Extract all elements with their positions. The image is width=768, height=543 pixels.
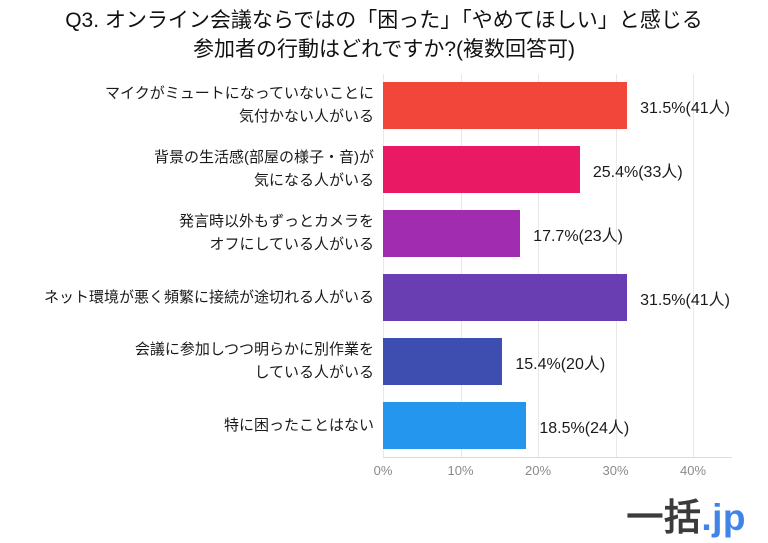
category-label-line: 発言時以外もずっとカメラを <box>178 213 374 231</box>
chart-row: 背景の生活感(部屋の様子・音)が気になる人がいる 25.4%(33人) <box>0 138 768 202</box>
category-label: マイクがミュートになっていないことに気付かない人がいる <box>0 83 383 128</box>
gridline <box>615 73 617 458</box>
gridline <box>693 73 694 458</box>
category-label-line: 特に困ったことはない <box>223 416 374 434</box>
chart-title: Q3. オンライン会議ならではの「困った」「やめてほしい」と感じる 参加者の行動… <box>0 0 768 65</box>
category-label-line: マイクがミュートになっていないことに <box>105 85 374 103</box>
category-label-line: している人がいる <box>254 363 374 381</box>
plot-area: マイクがミュートになっていないことに気付かない人がいる 31.5%(41人) 背景の… <box>0 73 768 458</box>
category-label-line: 会議に参加しつつ明らかに別作業を <box>134 341 374 359</box>
x-tick-label: 40% <box>679 462 707 478</box>
bar-chart: マイクがミュートになっていないことに気付かない人がいる 31.5%(41人) 背景の… <box>0 73 768 482</box>
chart-row: 発言時以外もずっとカメラをオフにしている人がいる 17.7%(23人) <box>0 202 768 266</box>
bar <box>383 274 628 322</box>
value-label: 17.7%(23人) <box>533 227 623 245</box>
category-label: ネット環境が悪く頻繁に接続が途切れる人がいる <box>0 287 383 310</box>
value-label: 25.4%(33人) <box>592 163 683 181</box>
ikkatsu-jp-logo: 一括.jp <box>626 499 746 536</box>
category-label-line: ネット環境が悪く頻繁に接続が途切れる人がいる <box>43 288 374 306</box>
value-label: 31.5%(41人) <box>640 99 730 117</box>
gridline <box>460 73 462 458</box>
category-label: 発言時以外もずっとカメラをオフにしている人がいる <box>0 211 383 256</box>
chart-title-line1: Q3. オンライン会議ならではの「困った」「やめてほしい」と感じる <box>65 9 703 32</box>
x-tick-label: 0% <box>373 462 393 478</box>
category-label-line: 背景の生活感(部屋の様子・音)が <box>154 149 374 167</box>
chart-row: 会議に参加しつつ明らかに別作業をしている人がいる 15.4%(20人) <box>0 330 768 394</box>
bar-zone: 31.5%(41人) <box>383 74 768 138</box>
bar-zone: 18.5%(24人) <box>383 394 768 458</box>
chart-row: ネット環境が悪く頻繁に接続が途切れる人がいる 31.5%(41人) <box>0 266 768 330</box>
x-tick-label: 30% <box>602 462 629 478</box>
x-tick-label: 10% <box>447 462 474 478</box>
bar <box>383 146 580 194</box>
value-label: 15.4%(20人) <box>515 355 606 373</box>
logo-text-blue: .jp <box>701 497 746 538</box>
x-tick-label: 20% <box>524 462 552 478</box>
value-label: 18.5%(24人) <box>539 419 630 437</box>
category-label: 会議に参加しつつ明らかに別作業をしている人がいる <box>0 339 383 384</box>
category-label-line: 気付かない人がいる <box>238 107 374 125</box>
bar-zone: 17.7%(23人) <box>383 202 768 266</box>
bar <box>383 210 521 258</box>
bar-zone: 15.4%(20人) <box>383 330 768 394</box>
category-label: 特に困ったことはない <box>0 415 383 438</box>
bar-zone: 25.4%(33人) <box>383 138 768 202</box>
chart-title-line2: 参加者の行動はどれですか?(複数回答可) <box>192 37 576 61</box>
gridline <box>538 73 539 458</box>
bar <box>383 402 527 450</box>
value-label: 31.5%(41人) <box>640 291 730 309</box>
chart-row: マイクがミュートになっていないことに気付かない人がいる 31.5%(41人) <box>0 74 768 138</box>
category-label-line: 気になる人がいる <box>253 171 374 189</box>
category-label-line: オフにしている人がいる <box>209 235 374 253</box>
bar <box>383 82 628 130</box>
logo-text-dark: 一括 <box>626 497 702 538</box>
category-label: 背景の生活感(部屋の様子・音)が気になる人がいる <box>0 147 383 192</box>
chart-row: 特に困ったことはない 18.5%(24人) <box>0 394 768 458</box>
bar-zone: 31.5%(41人) <box>383 266 768 330</box>
gridline <box>383 73 384 458</box>
bar <box>383 338 503 386</box>
x-axis: 0% 10% 20% 30% 40% <box>0 458 768 482</box>
x-axis-line <box>383 456 732 458</box>
